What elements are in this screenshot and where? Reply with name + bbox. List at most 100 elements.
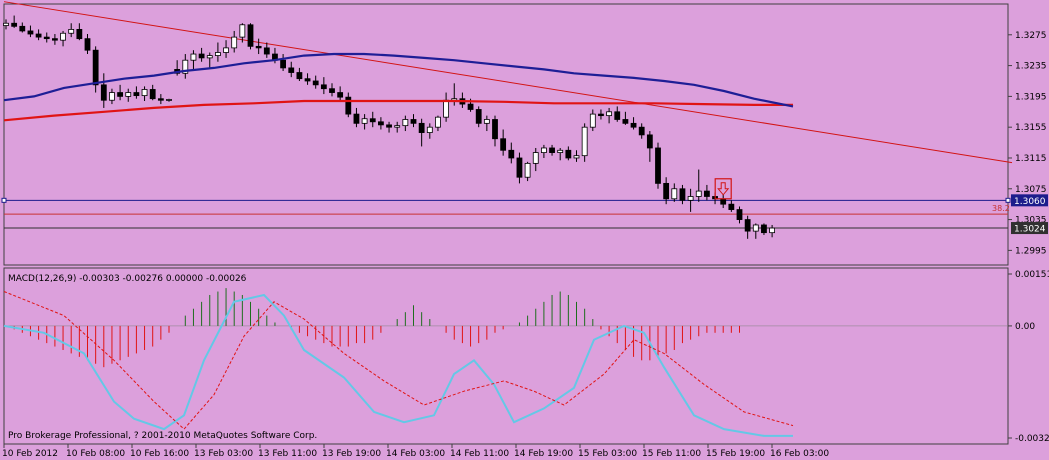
candle-body [109,92,115,101]
candle-body [418,122,425,133]
macd-line [3,293,793,437]
time-axis: 10 Feb 2012 10 Feb 08:00 10 Feb 16:00 13 Fe… [2,444,829,459]
candle-body [190,53,197,61]
price-tick-label: 1.3275 [1015,31,1047,41]
price-tick-label: 1.3115 [1015,154,1047,164]
candle-body [687,196,694,201]
time-tick-label: 13 Feb 11:00 [258,449,317,459]
candle-body [214,52,221,56]
candle-body [117,92,123,97]
candle-body [581,126,588,157]
candle-body [337,92,344,98]
candle-body [377,121,384,126]
candle-body [744,219,751,232]
candle-body [182,59,189,74]
candle-body [231,36,238,49]
candle-body [198,53,205,59]
candle-body [255,45,262,49]
price-pane [3,3,1009,266]
candle-body [11,22,18,27]
candle-body [769,227,775,234]
candle-body [125,92,132,97]
candle-body [475,109,482,124]
candle-body [704,190,710,197]
time-tick-label: 10 Feb 2012 [2,449,58,459]
candle-body [280,59,287,69]
candle-body [52,38,58,41]
candle-body [646,134,653,149]
sell-arrow-icon[interactable] [714,178,732,200]
time-tick-label: 10 Feb 16:00 [130,449,189,459]
candle-body [695,190,702,197]
price-tick-label: 1.2995 [1015,246,1047,256]
candle-body [76,29,83,40]
candle-body [394,125,401,128]
time-tick-label: 13 Feb 03:00 [194,449,253,459]
candle-body [296,72,303,80]
candle-body [638,126,645,136]
time-tick-label: 14 Feb 19:00 [514,449,573,459]
candle-body [508,149,515,159]
candle-body [467,103,474,110]
price-tick-label: 1.3075 [1015,185,1047,195]
sell-arrow-shape [717,182,730,196]
level-price-label: 1.3060 [1014,197,1046,207]
candle-body [329,88,335,93]
candle-body [679,188,686,201]
candle-body [728,203,735,210]
candle-body [386,124,392,128]
candle-body [206,55,213,59]
candle-body [516,157,523,178]
level-handle[interactable] [1,197,7,203]
macd-axis: 0.00151 0.00 -0.00326 [1008,270,1049,444]
candles [3,15,775,239]
candle-body [19,25,26,32]
candle-body [435,116,441,128]
candle-body [157,98,164,101]
candle-body [312,80,319,86]
time-tick-label: 14 Feb 03:00 [386,449,445,459]
time-tick-label: 13 Feb 19:00 [322,449,381,459]
candle-body [288,67,295,73]
macd-tick-label: -0.00326 [1015,434,1049,444]
time-tick-label: 16 Feb 03:00 [770,449,829,459]
sell-arrow-box[interactable] [714,178,732,200]
candle-body [736,209,743,220]
candle-body [598,113,604,117]
copyright-text: Pro Brokerage Professional, ? 2001-2010 … [8,431,317,441]
candle-body [663,182,670,200]
candle-body [622,119,629,124]
candle-body [483,119,490,124]
macd-tick-label: 0.00 [1015,322,1035,332]
candle-body [752,224,759,232]
candle-body [410,119,417,124]
candle-body [100,84,107,101]
time-tick-label: 15 Feb 19:00 [706,449,765,459]
candle-body [166,99,172,101]
candle-body [606,111,612,117]
candle-body [27,30,34,35]
candle-body [761,224,767,234]
candle-body [304,78,311,82]
candle-body [500,138,507,151]
candle-body [345,96,352,115]
price-axis: 1.3275 1.3235 1.3195 1.3155 1.3115 1.3075 1.30… [1008,31,1047,256]
level-handle[interactable] [1005,197,1011,203]
candle-body [443,99,450,118]
candle-body [573,155,580,159]
level-price-badge [1011,194,1048,207]
candle-body [524,162,531,178]
level-price-badge [1011,222,1048,235]
candle-body [353,113,360,124]
candle-body [141,89,148,97]
candle-body [557,149,564,153]
candle-body [223,47,229,53]
candle-body [361,118,368,124]
price-tick-label: 1.3195 [1015,92,1047,102]
time-tick-label: 14 Feb 11:00 [450,449,509,459]
candle-body [92,49,99,86]
candle-body [84,38,91,51]
candle-body [68,29,75,34]
candle-body [43,36,50,40]
trendline[interactable] [3,1,1013,164]
